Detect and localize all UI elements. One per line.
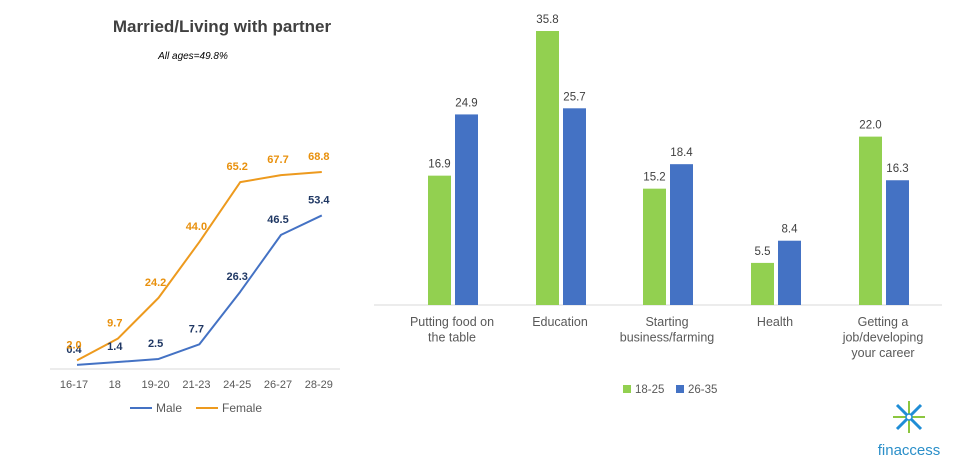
bar-18-25 xyxy=(428,175,451,305)
x-tick-label: 21-23 xyxy=(182,379,210,391)
category-label: Education xyxy=(532,315,588,329)
series-line-female xyxy=(76,171,322,362)
x-tick-label: 16-17 xyxy=(60,379,88,391)
data-label-male: 46.5 xyxy=(267,214,288,226)
bar-value-label: 15.2 xyxy=(643,172,665,184)
category-label: Getting a xyxy=(858,315,909,329)
bar-value-label: 24.9 xyxy=(455,97,477,109)
bar-26-35 xyxy=(455,114,478,305)
bar-18-25 xyxy=(643,188,666,305)
category-label: business/farming xyxy=(620,331,715,345)
data-label-female: 65.2 xyxy=(226,161,247,173)
legend-swatch-26-35 xyxy=(676,385,684,393)
line-chart-title: Married/Living with partner xyxy=(113,17,332,36)
marriage-line-chart: Married/Living with partner All ages=49.… xyxy=(50,17,340,415)
category-label: Health xyxy=(757,315,793,329)
category-label: Putting food on xyxy=(410,315,494,329)
bar-26-35 xyxy=(670,164,693,305)
legend-label-female: Female xyxy=(222,401,262,415)
category-label: Starting xyxy=(645,315,688,329)
data-label-male: 7.7 xyxy=(189,323,204,335)
bar-value-label: 16.9 xyxy=(428,159,450,171)
bar-18-25 xyxy=(859,136,882,305)
data-label-male: 53.4 xyxy=(308,194,330,206)
bar-value-label: 22.0 xyxy=(859,120,881,132)
x-tick-label: 24-25 xyxy=(223,379,251,391)
legend-swatch-18-25 xyxy=(623,385,631,393)
x-tick-label: 26-27 xyxy=(264,379,292,391)
data-label-male: 1.4 xyxy=(107,341,123,353)
series-line-male xyxy=(76,214,323,366)
data-label-female: 68.8 xyxy=(308,151,329,163)
data-label-female: 24.2 xyxy=(145,277,166,289)
data-label-female: 9.7 xyxy=(107,318,122,330)
bar-value-label: 8.4 xyxy=(782,224,799,236)
bar-value-label: 35.8 xyxy=(536,14,558,26)
data-label-male: 26.3 xyxy=(226,271,247,283)
data-label-female: 67.7 xyxy=(267,154,288,166)
data-label-female: 44.0 xyxy=(186,221,207,233)
bar-26-35 xyxy=(778,240,801,305)
line-chart-subtitle: All ages=49.8% xyxy=(157,51,228,62)
bar-26-35 xyxy=(563,108,586,306)
bar-value-label: 16.3 xyxy=(886,163,908,175)
x-tick-label: 18 xyxy=(109,379,121,391)
data-label-female: 2.0 xyxy=(66,339,81,351)
bar-value-label: 5.5 xyxy=(755,246,771,258)
legend-label-26-35: 26-35 xyxy=(688,384,717,396)
bar-chart: 16.9 24.9 35.8 25.7 15.2 18.4 5.5 8.4 22.0 16.3 P… xyxy=(374,14,942,396)
category-label: job/developing xyxy=(842,331,924,345)
x-tick-label: 28-29 xyxy=(305,379,333,391)
bar-value-label: 25.7 xyxy=(563,91,585,103)
category-label: the table xyxy=(428,331,476,345)
category-label: your career xyxy=(851,346,914,360)
legend-label-male: Male xyxy=(156,401,182,415)
data-label-male: 0.4 xyxy=(66,344,82,356)
bar-18-25 xyxy=(751,262,774,305)
bar-18-25 xyxy=(536,31,559,305)
legend-label-18-25: 18-25 xyxy=(635,384,664,396)
x-tick-label: 19-20 xyxy=(142,379,170,391)
bar-26-35 xyxy=(886,180,909,305)
bar-value-label: 18.4 xyxy=(670,147,693,159)
data-label-male: 2.5 xyxy=(148,338,163,350)
